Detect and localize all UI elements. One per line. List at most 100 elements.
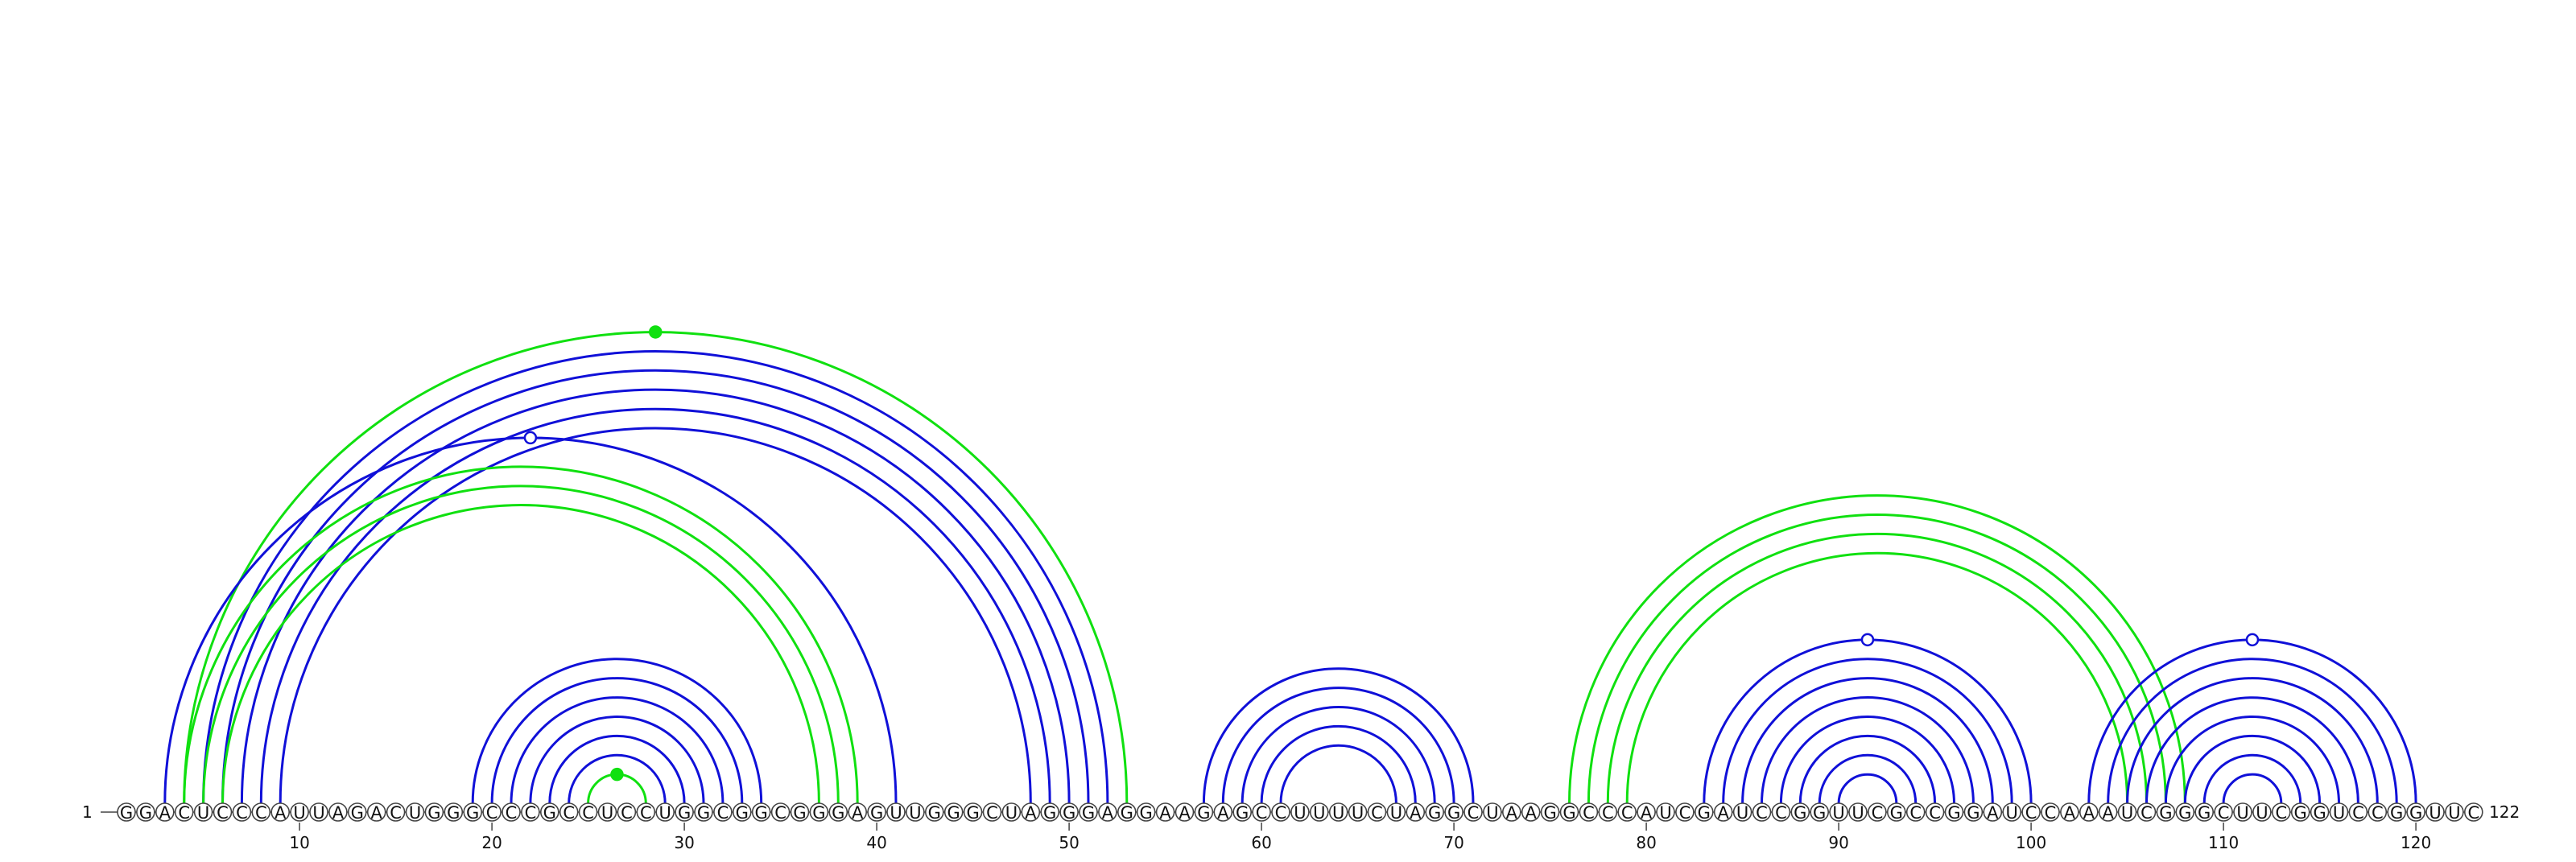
crossing-arc-arc	[165, 438, 896, 803]
nucleotide-letter: A	[852, 803, 864, 823]
axis-tick-label: 50	[1059, 833, 1079, 852]
nucleotide-letter: G	[678, 803, 691, 823]
nucleotide: G	[2195, 803, 2213, 823]
nucleotide-letter: U	[1005, 803, 1018, 823]
nucleotide-letter: C	[640, 803, 652, 823]
nucleotide-letter: U	[2236, 803, 2248, 823]
nucleotide: C	[1272, 803, 1290, 823]
nucleotide-letter: C	[2467, 803, 2479, 823]
nucleotide-letter: C	[217, 803, 229, 823]
nucleotide: A	[2080, 803, 2098, 823]
nucleotide-letter: A	[1179, 803, 1191, 823]
nucleotide-letter: C	[1468, 803, 1480, 823]
nucleotide: G	[1791, 803, 1809, 823]
axis-tick-label: 110	[2208, 833, 2239, 852]
nucleotide: C	[2349, 803, 2367, 823]
hairpin-4-marker	[2247, 634, 2258, 645]
nucleotide-letter: G	[2294, 803, 2307, 823]
nucleotide-letter: U	[2333, 803, 2345, 823]
nucleotide-letter: G	[1121, 803, 1133, 823]
nucleotide: G	[1542, 803, 1559, 823]
crossing-arc-marker	[525, 432, 536, 443]
nucleotide: U	[1830, 803, 1847, 823]
nucleotide: G	[1118, 803, 1136, 823]
nucleotide-letter: C	[525, 803, 537, 823]
nucleotide-letter: G	[736, 803, 749, 823]
nucleotide-letter: G	[1947, 803, 1960, 823]
nucleotide-letter: G	[793, 803, 806, 823]
nucleotide: C	[1926, 803, 1944, 823]
nucleotide: G	[2311, 803, 2329, 823]
axis-tick-label: 120	[2401, 833, 2431, 852]
axis-layer: 10 20 30 40 50 60 70 80 90 100 110 120	[289, 823, 2431, 852]
nucleotide-letter: A	[2064, 803, 2076, 823]
nucleotide-letter: C	[2045, 803, 2057, 823]
nucleotide-letter: G	[1890, 803, 1903, 823]
nucleotide: A	[2099, 803, 2117, 823]
nucleotide: U	[1291, 803, 1309, 823]
nucleotide: G	[695, 803, 712, 823]
nucleotide-letter: G	[1813, 803, 1826, 823]
nucleotide: C	[984, 803, 1001, 823]
nucleotide-letter: G	[2198, 803, 2211, 823]
nucleotide-letter: C	[2025, 803, 2037, 823]
nucleotide-letter: G	[697, 803, 710, 823]
long-range-helix-b-arc	[261, 409, 1050, 803]
nucleotide: U	[2003, 803, 2021, 823]
nucleotide-letter: G	[1698, 803, 1711, 823]
nucleotide: U	[906, 803, 924, 823]
nucleotide: G	[444, 803, 462, 823]
nucleotide-letter: A	[1718, 803, 1730, 823]
hairpin-1-arc	[530, 717, 704, 803]
hairpin-4-arc	[2147, 698, 2359, 803]
nucleotide-letter: A	[275, 803, 287, 823]
nucleotide-letter: C	[1621, 803, 1633, 823]
nucleotide: G	[1810, 803, 1828, 823]
nucleotide: G	[675, 803, 693, 823]
axis-tick-label: 90	[1828, 833, 1848, 852]
nucleotide: G	[1195, 803, 1212, 823]
nucleotide: C	[214, 803, 232, 823]
nucleotide: A	[1214, 803, 1232, 823]
axis-tick-label: 30	[674, 833, 694, 852]
nucleotide-letter: A	[1159, 803, 1171, 823]
nucleotide: U	[1311, 803, 1328, 823]
nucleotide-letter: U	[2429, 803, 2441, 823]
nucleotide: C	[2215, 803, 2232, 823]
hairpin-3-marker	[1862, 634, 1873, 645]
nucleotide: G	[810, 803, 828, 823]
nucleotide: A	[848, 803, 866, 823]
nucleotide: G	[868, 803, 886, 823]
nucleotide: G	[1060, 803, 1078, 823]
nucleotide-letter: U	[1659, 803, 1671, 823]
nucleotide-letter: C	[986, 803, 998, 823]
nucleotide: G	[2407, 803, 2425, 823]
nucleotide: U	[1657, 803, 1674, 823]
hairpin-3-arc	[1839, 774, 1897, 803]
long-range-helix-a-arc	[184, 332, 1127, 803]
nucleotide: C	[2273, 803, 2290, 823]
nucleotide: C	[1676, 803, 1694, 823]
nucleotide-letter: U	[293, 803, 305, 823]
nucleotide-letter: G	[466, 803, 479, 823]
nucleotide-letter: G	[2313, 803, 2326, 823]
nucleotide-letter: C	[506, 803, 518, 823]
nucleotide-letter: G	[966, 803, 979, 823]
nucleotide-letter: C	[236, 803, 248, 823]
nucleotide: G	[1426, 803, 1443, 823]
nucleotide: C	[1753, 803, 1771, 823]
nucleotide-letter: G	[120, 803, 133, 823]
nucleotide: U	[656, 803, 674, 823]
nucleotide-letter: U	[1832, 803, 1844, 823]
axis-tick-label: 40	[866, 833, 886, 852]
nucleotide: G	[118, 803, 135, 823]
nucleotide-letter: C	[2140, 803, 2153, 823]
long-range-helix-b-arc	[242, 390, 1069, 803]
axis-tick-label: 20	[481, 833, 502, 852]
nucleotide: U	[2119, 803, 2136, 823]
nucleotide-letter: C	[1371, 803, 1383, 823]
nucleotide: U	[310, 803, 328, 823]
nucleotide-letter: G	[2159, 803, 2172, 823]
nucleotide-letter: U	[2448, 803, 2460, 823]
